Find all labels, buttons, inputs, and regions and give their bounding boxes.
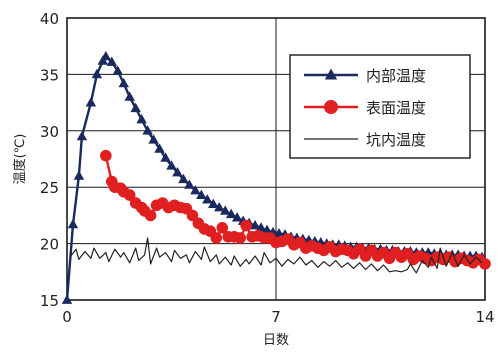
data-point <box>216 222 229 234</box>
data-point <box>196 189 207 199</box>
x-axis-label: 日数 <box>263 333 289 348</box>
data-point <box>186 209 199 222</box>
y-axis-label: 温度(℃) <box>12 134 28 185</box>
data-point <box>479 258 491 270</box>
y-tick-label: 15 <box>40 292 59 310</box>
data-point <box>142 125 153 135</box>
data-point <box>220 205 231 215</box>
y-tick-label: 35 <box>40 66 59 84</box>
data-point <box>172 167 183 177</box>
data-point <box>106 56 118 66</box>
series-line-3 <box>69 237 483 274</box>
data-point <box>240 219 252 232</box>
data-point <box>214 202 225 212</box>
data-point <box>91 68 103 79</box>
data-point <box>76 130 88 141</box>
data-point <box>123 189 136 201</box>
y-tick-label: 20 <box>40 236 59 254</box>
data-point <box>160 152 171 162</box>
data-point <box>67 218 79 229</box>
y-tick-label: 25 <box>40 179 59 197</box>
data-point <box>178 173 189 184</box>
y-tick-label: 40 <box>40 10 59 28</box>
data-point <box>255 222 267 232</box>
data-point <box>112 65 123 75</box>
legend-swatch-marker <box>324 68 338 80</box>
data-point <box>261 224 273 234</box>
data-point <box>184 179 195 189</box>
data-point <box>130 102 141 113</box>
axes: 15 20 25 30 35 40 0 7 14 日数 温度(℃) <box>12 10 495 348</box>
data-point <box>166 160 177 170</box>
data-point <box>85 97 97 107</box>
data-point <box>225 208 237 219</box>
data-point <box>190 185 201 195</box>
legend-label: 坑内温度 <box>366 131 426 149</box>
data-point <box>100 149 112 162</box>
data-point <box>136 114 147 124</box>
data-point <box>210 232 223 244</box>
data-point <box>124 91 135 101</box>
legend-swatch-marker <box>324 100 338 114</box>
data-point <box>273 227 285 238</box>
data-point <box>100 50 112 61</box>
x-tick-label: 7 <box>271 308 281 326</box>
data-point <box>61 294 73 304</box>
data-point <box>148 134 159 144</box>
data-point <box>208 198 219 208</box>
x-tick-label: 14 <box>475 308 494 326</box>
series-group <box>61 50 491 304</box>
data-point <box>249 220 261 230</box>
data-point <box>154 143 165 153</box>
x-tick-label: 0 <box>62 308 72 326</box>
data-point <box>73 170 85 180</box>
legend-label: 内部温度 <box>366 67 426 85</box>
legend-label: 表面温度 <box>366 99 426 117</box>
data-point <box>144 209 157 222</box>
data-point <box>231 212 243 222</box>
data-point <box>234 232 246 244</box>
data-point <box>202 194 213 204</box>
data-point <box>118 77 129 88</box>
y-tick-label: 30 <box>40 123 59 141</box>
